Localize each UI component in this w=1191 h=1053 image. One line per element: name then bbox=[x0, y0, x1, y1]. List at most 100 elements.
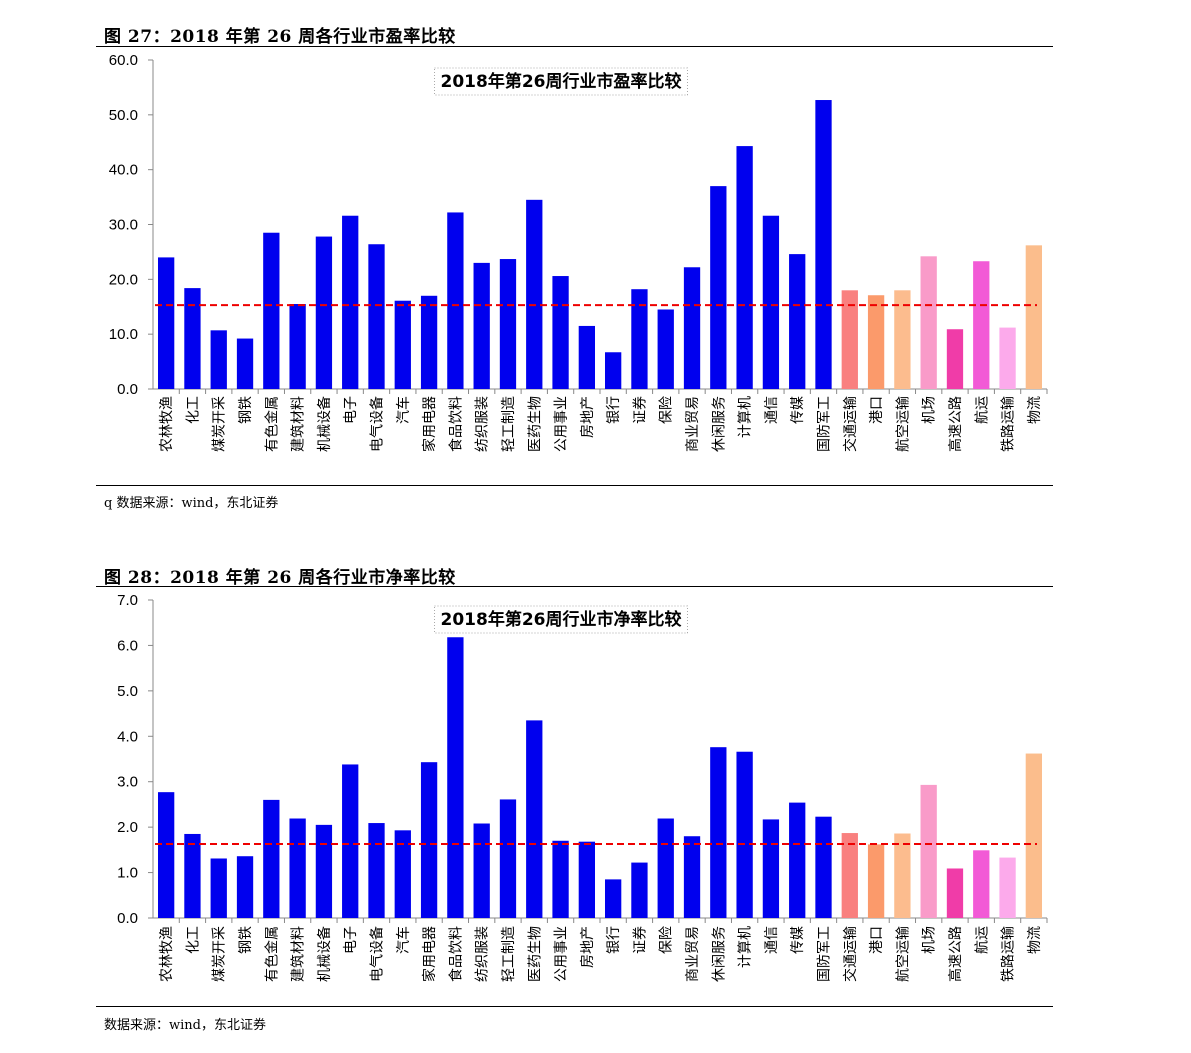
bar-房地产 bbox=[578, 841, 596, 918]
x-category-label: 休闲服务 bbox=[711, 396, 727, 452]
figure-28-bottom-rule bbox=[96, 1006, 1053, 1007]
y-tick-label: 40.0 bbox=[109, 162, 138, 179]
x-category-label: 电子 bbox=[343, 396, 359, 424]
bar-汽车 bbox=[394, 300, 411, 389]
chart-title-box bbox=[434, 605, 688, 634]
bar-商业贸易 bbox=[683, 836, 701, 918]
x-category-label: 房地产 bbox=[580, 396, 596, 438]
x-category-label: 通信 bbox=[764, 396, 780, 424]
x-category-label: 港口 bbox=[869, 396, 885, 424]
bar-航空运输 bbox=[894, 290, 911, 389]
x-category-label: 传媒 bbox=[790, 926, 806, 954]
bar-机场 bbox=[920, 256, 937, 389]
bar-传媒 bbox=[789, 254, 806, 389]
chart-title: 2018年第26周行业市净率比较 bbox=[441, 609, 682, 630]
bar-交通运输 bbox=[841, 290, 858, 389]
figure-27-top-rule bbox=[96, 46, 1053, 47]
bar-物流 bbox=[1025, 753, 1043, 918]
bar-休闲服务 bbox=[710, 186, 727, 389]
y-tick-label: 7.0 bbox=[117, 592, 138, 609]
x-category-label: 纺织服装 bbox=[475, 926, 491, 982]
bar-建筑材料 bbox=[289, 818, 306, 918]
x-category-label: 航运 bbox=[974, 396, 990, 424]
x-category-label: 电气设备 bbox=[369, 396, 386, 452]
bar-国防军工 bbox=[815, 100, 832, 390]
x-category-label: 化工 bbox=[185, 396, 201, 424]
x-category-label: 港口 bbox=[869, 926, 885, 954]
bar-航运 bbox=[973, 850, 990, 918]
bar-公用事业 bbox=[552, 840, 569, 918]
bar-交通运输 bbox=[841, 833, 858, 918]
bar-证券 bbox=[631, 289, 648, 389]
x-category-label: 商业贸易 bbox=[685, 926, 701, 982]
x-category-label: 机械设备 bbox=[316, 396, 333, 452]
x-category-label: 航空运输 bbox=[895, 396, 911, 452]
bar-钢铁 bbox=[236, 856, 254, 918]
bar-银行 bbox=[604, 879, 622, 918]
x-category-label: 高速公路 bbox=[947, 926, 964, 982]
bar-纺织服装 bbox=[473, 823, 490, 918]
bar-国防军工 bbox=[815, 816, 832, 918]
bar-通信 bbox=[762, 819, 780, 918]
x-category-label: 电气设备 bbox=[369, 926, 386, 982]
bar-通信 bbox=[762, 215, 780, 389]
y-tick-label: 20.0 bbox=[109, 271, 138, 288]
y-tick-label: 1.0 bbox=[117, 865, 138, 882]
x-category-label: 煤炭开采 bbox=[212, 926, 228, 982]
x-category-label: 医药生物 bbox=[527, 926, 543, 982]
bar-机械设备 bbox=[315, 824, 333, 918]
y-tick-label: 0.0 bbox=[117, 910, 138, 927]
x-category-label: 通信 bbox=[764, 926, 780, 954]
x-category-label: 纺织服装 bbox=[475, 396, 491, 452]
bar-铁路运输 bbox=[999, 327, 1016, 389]
x-category-label: 保险 bbox=[659, 396, 675, 424]
x-category-label: 公用事业 bbox=[554, 396, 570, 452]
bar-食品饮料 bbox=[447, 637, 464, 918]
bar-纺织服装 bbox=[473, 262, 490, 389]
bar-休闲服务 bbox=[710, 747, 727, 918]
x-category-label: 医药生物 bbox=[527, 396, 543, 452]
bar-航空运输 bbox=[894, 833, 911, 918]
x-category-label: 房地产 bbox=[580, 926, 596, 968]
y-tick-label: 4.0 bbox=[117, 728, 138, 745]
pe-ratio-bar-chart: 0.0 10.0 20.0 30.0 40.0 50.0 60.0 农林牧渔 化工 煤炭开采 钢铁有… bbox=[109, 52, 1048, 452]
bar-商业贸易 bbox=[683, 267, 701, 389]
x-category-label: 国防军工 bbox=[817, 926, 833, 982]
bar-建筑材料 bbox=[289, 304, 306, 389]
bar-汽车 bbox=[394, 830, 411, 918]
x-category-label: 交通运输 bbox=[842, 396, 859, 452]
chart-title: 2018年第26周行业市盈率比较 bbox=[441, 71, 682, 92]
y-tick-label: 50.0 bbox=[109, 107, 138, 124]
bar-航运 bbox=[973, 261, 990, 389]
bar-有色金属 bbox=[263, 799, 280, 918]
figure-27-heading: 图 27：2018 年第 26 周各行业市盈率比较 bbox=[104, 27, 456, 47]
x-category-label: 传媒 bbox=[790, 396, 806, 424]
bar-机械设备 bbox=[315, 236, 333, 389]
x-category-label: 保险 bbox=[659, 926, 675, 954]
x-category-label: 钢铁 bbox=[238, 396, 254, 424]
bar-计算机 bbox=[736, 146, 753, 389]
x-category-label: 电子 bbox=[343, 926, 359, 954]
x-category-label: 商业贸易 bbox=[685, 396, 701, 452]
bar-高速公路 bbox=[946, 329, 964, 389]
x-category-label: 公用事业 bbox=[554, 926, 570, 982]
x-category-label: 银行 bbox=[606, 396, 622, 424]
x-category-label: 有色金属 bbox=[263, 926, 280, 982]
x-category-label: 汽车 bbox=[395, 396, 412, 424]
y-tick-label: 3.0 bbox=[117, 774, 138, 791]
bar-计算机 bbox=[736, 751, 753, 918]
x-category-label: 建筑材料 bbox=[291, 926, 307, 982]
figure-28-source: 数据来源：wind，东北证券 bbox=[104, 1018, 266, 1033]
x-category-label: 农林牧渔 bbox=[159, 926, 175, 982]
bar-物流 bbox=[1025, 245, 1043, 389]
bar-医药生物 bbox=[526, 199, 543, 389]
x-category-label: 食品饮料 bbox=[447, 926, 464, 982]
y-tick-label: 6.0 bbox=[117, 637, 138, 654]
x-category-label: 食品饮料 bbox=[447, 396, 464, 452]
bar-轻工制造 bbox=[499, 259, 517, 389]
x-category-label: 证券 bbox=[632, 396, 648, 424]
bar-煤炭开采 bbox=[210, 858, 227, 918]
bar-高速公路 bbox=[946, 868, 964, 918]
x-category-label: 国防军工 bbox=[817, 396, 833, 452]
y-tick-label: 60.0 bbox=[109, 52, 138, 69]
